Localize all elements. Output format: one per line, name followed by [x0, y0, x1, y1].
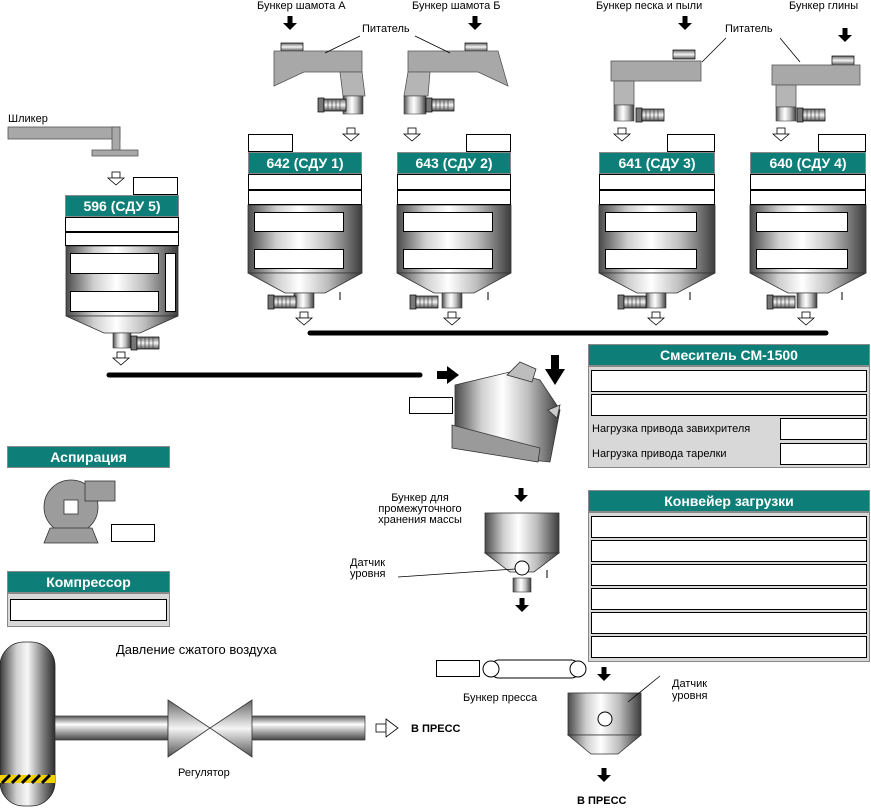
regulator-label: Регулятор [178, 767, 230, 779]
to-press-label-2: В ПРЕСС [577, 795, 627, 807]
label-feeder-1: Питатель [362, 23, 410, 35]
doser-640-title[interactable]: 640 (СДУ 4) [750, 152, 866, 174]
air-receiver [0, 641, 56, 807]
doser-596-inner-1 [70, 253, 159, 274]
feeder-sand [610, 16, 702, 123]
doser-596-inner-2 [70, 291, 159, 312]
doser-643-value-2 [397, 190, 511, 205]
arrow-right-icon [437, 366, 459, 384]
doser-643-value [397, 174, 511, 190]
doser-640-setpoint[interactable] [818, 134, 866, 152]
compressor-title[interactable]: Компрессор [7, 571, 170, 593]
aspiration-title[interactable]: Аспирация [7, 446, 170, 468]
regulator-valve [167, 699, 253, 758]
to-press-label-1: В ПРЕСС [411, 723, 461, 735]
mixer-plate-load-value [780, 443, 867, 465]
label-bunker-chamotte-b: Бункер шамота Б [412, 0, 501, 12]
intermediate-bunker [397, 512, 561, 593]
doser-642-title[interactable]: 642 (СДУ 1) [248, 152, 362, 174]
doser-641-inner-1 [605, 212, 697, 232]
conveyor-row-4 [591, 588, 867, 610]
doser-642-setpoint[interactable] [248, 134, 293, 152]
press-bunker [566, 675, 661, 755]
level-sensor-label-2b: уровня [672, 690, 708, 702]
mixer-label-swirler: Нагрузка привода завихрителя [592, 423, 751, 435]
mixer-machine [451, 361, 561, 463]
press-conveyor-status-box[interactable] [436, 660, 480, 677]
press-conveyor [482, 659, 587, 679]
arrow-down-icon [545, 355, 565, 385]
doser-642-value-2 [248, 190, 362, 205]
doser-640-value-2 [750, 190, 866, 205]
doser-640-value [750, 174, 866, 190]
doser-640-inner-2 [756, 249, 848, 269]
doser-641-value [599, 174, 715, 190]
doser-642-inner-2 [254, 249, 344, 269]
mixer-row-2 [591, 394, 867, 416]
mixer-status-box[interactable] [409, 397, 453, 414]
feeder-b [403, 16, 509, 115]
hollow-right-arrow-icon [375, 718, 399, 738]
doser-641-inner-2 [605, 249, 697, 269]
doser-640-inner-1 [756, 212, 848, 232]
doser-643-setpoint[interactable] [466, 134, 511, 152]
label-bunker-sand: Бункер песка и пыли [596, 0, 703, 12]
mixer-panel: Нагрузка привода завихрителя Нагрузка пр… [588, 366, 870, 468]
doser-643-inner-1 [403, 212, 493, 232]
level-sensor-label-2a: Датчик [672, 678, 708, 690]
loading-conveyor-panel [588, 512, 870, 662]
intermediate-bunker-label-3: хранения массы [378, 514, 462, 526]
conveyor-row-6 [591, 636, 867, 658]
label-feeder-2: Питатель [725, 23, 773, 35]
doser-641-title[interactable]: 641 (СДУ 3) [599, 152, 715, 174]
compressor-value [10, 599, 167, 621]
level-sensor-label-1b: уровня [350, 568, 386, 580]
doser-642-inner-1 [254, 212, 344, 232]
label-slip: Шликер [8, 113, 48, 125]
conveyor-row-2 [591, 540, 867, 562]
mixer-title[interactable]: Смеситель СМ-1500 [588, 344, 870, 366]
loading-conveyor-title[interactable]: Конвейер загрузки [588, 490, 870, 512]
doser-596-setpoint[interactable] [133, 177, 178, 195]
slip-pipe [7, 126, 139, 157]
mixer-swirler-load-value [780, 418, 867, 440]
doser-642-value [248, 174, 362, 190]
label-bunker-chamotte-a: Бункер шамота А [257, 0, 346, 12]
doser-596-title[interactable]: 596 (СДУ 5) [65, 195, 179, 217]
intermediate-bunker-label-2: промежуточного [378, 503, 462, 515]
mixer-row-1 [591, 370, 867, 392]
doser-596-value-2 [65, 232, 179, 246]
doser-643-inner-2 [403, 249, 493, 269]
compressor-panel [7, 593, 170, 627]
feeder-clay [771, 28, 861, 123]
level-sensor-label-1a: Датчик [350, 557, 386, 569]
air-pressure-label: Давление сжатого воздуха [116, 642, 277, 657]
aspiration-status-box[interactable] [111, 524, 155, 542]
doser-596-level [165, 253, 176, 312]
doser-641-value-2 [599, 190, 715, 205]
label-bunker-clay: Бункер глины [789, 0, 859, 12]
aspiration-fan [43, 479, 116, 544]
mixer-label-plate: Нагрузка привода тарелки [592, 448, 727, 460]
feeder-a [273, 16, 366, 115]
doser-596-value [65, 217, 179, 232]
press-bunker-label: Бункер пресса [463, 692, 538, 704]
intermediate-bunker-label-1: Бункер для [391, 492, 449, 504]
conveyor-row-5 [591, 612, 867, 634]
doser-643-title[interactable]: 643 (СДУ 2) [397, 152, 511, 174]
doser-641-setpoint[interactable] [667, 134, 715, 152]
conveyor-row-1 [591, 516, 867, 538]
conveyor-row-3 [591, 564, 867, 586]
